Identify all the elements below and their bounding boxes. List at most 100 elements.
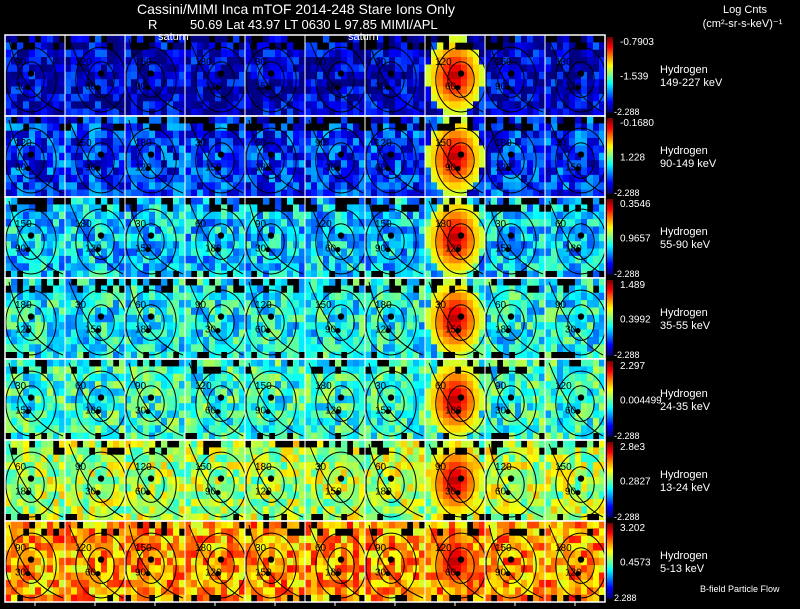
heatmap-cell (11, 292, 18, 301)
heatmap-cell (509, 116, 516, 124)
heatmap-cell (527, 351, 534, 360)
contour-line (125, 208, 177, 275)
heatmap-cell (599, 278, 606, 286)
heatmap-cell (311, 86, 318, 95)
field-line (68, 119, 124, 194)
heatmap-cell (587, 219, 594, 227)
heatmap-cell (377, 344, 384, 352)
heatmap-cell (479, 204, 486, 213)
heatmap-cell (101, 197, 108, 205)
contour-line (497, 61, 525, 98)
heatmap-cell (293, 130, 300, 139)
heatmap-cell (17, 138, 24, 146)
heatmap-cell (251, 381, 258, 389)
heatmap-cell (155, 189, 162, 198)
heatmap-cell (347, 314, 354, 323)
heatmap-cell (521, 101, 528, 109)
contour-label: 150 (135, 57, 152, 68)
heatmap-cell (533, 300, 540, 308)
heatmap-cell (347, 329, 354, 338)
heatmap-cell (557, 101, 564, 109)
heatmap-cell (599, 160, 606, 168)
heatmap-cell (311, 42, 318, 51)
planet-marker (335, 246, 341, 253)
heatmap-cell (185, 403, 192, 411)
heatmap-cell (593, 314, 600, 323)
heatmap-cell (575, 64, 582, 73)
heatmap-cell (431, 138, 438, 146)
heatmap-cell (71, 351, 78, 360)
heatmap-cell (545, 79, 552, 87)
colorbar-max-label: 0.3546 (620, 199, 651, 210)
heatmap-cell (569, 344, 576, 352)
colorbar-segment (607, 91, 613, 94)
heatmap-cell (581, 49, 588, 58)
heatmap-cell (23, 300, 30, 308)
heatmap-cell (503, 263, 510, 271)
heatmap-cell (53, 388, 60, 397)
heatmap-cell (407, 79, 414, 87)
colorbar-segment (607, 202, 613, 206)
heatmap-cell (125, 108, 132, 117)
heatmap-cell (581, 123, 588, 132)
heatmap-cell (497, 336, 504, 345)
heatmap-cell (533, 204, 540, 213)
heatmap-cell (287, 219, 294, 227)
colorbar-segment (607, 240, 613, 243)
heatmap-cell (497, 197, 504, 205)
heatmap-cell (503, 270, 510, 279)
heatmap-cell (191, 307, 198, 316)
heatmap-cell (287, 292, 294, 301)
heatmap-cell (581, 307, 588, 316)
heatmap-cell (29, 101, 36, 109)
heatmap-cell (461, 79, 468, 87)
heatmap-cell (215, 329, 222, 338)
heatmap-cell (41, 116, 48, 124)
heatmap-cell (377, 300, 384, 308)
heatmap-cell (323, 160, 330, 168)
heatmap-cell (11, 226, 18, 235)
heatmap-cell (281, 130, 288, 139)
heatmap-cell (119, 116, 126, 124)
heatmap-cell (89, 204, 96, 213)
heatmap-cell (83, 359, 90, 367)
heatmap-cell (71, 204, 78, 213)
heatmap-cell (407, 336, 414, 345)
heatmap-cell (53, 130, 60, 139)
heatmap-cell (149, 366, 156, 375)
heatmap-cell (239, 204, 246, 213)
heatmap-cell (71, 329, 78, 338)
heatmap-cell (377, 189, 384, 198)
heatmap-cell (239, 359, 246, 367)
heatmap-cell (47, 49, 54, 58)
heatmap-cell (179, 130, 186, 139)
heatmap-cell (233, 79, 240, 87)
heatmap-cell (257, 314, 264, 323)
planet-marker (457, 70, 465, 77)
heatmap-cell (569, 130, 576, 139)
heatmap-cell (167, 292, 174, 301)
heatmap-cell (47, 211, 54, 220)
heatmap-cell (401, 329, 408, 338)
heatmap-cell (233, 226, 240, 235)
heatmap-cell (35, 270, 42, 279)
heatmap-cell (401, 197, 408, 205)
heatmap-cell (407, 255, 414, 264)
heatmap-cell (347, 57, 354, 65)
heatmap-cell (581, 204, 588, 213)
heatmap-cell (377, 255, 384, 264)
contour-label: 30 (15, 82, 27, 93)
heatmap-cell (197, 395, 204, 404)
heatmap-cell (521, 248, 528, 257)
heatmap-cell (305, 145, 312, 154)
heatmap-cell (191, 300, 198, 308)
heatmap-cell (455, 49, 462, 58)
heatmap-cell (293, 167, 300, 176)
colorbar-segment (607, 291, 613, 294)
heatmap-cell (29, 307, 36, 316)
heatmap-cell (143, 197, 150, 205)
heatmap-cell (161, 300, 168, 308)
heatmap-cell (83, 93, 90, 102)
heatmap-cell (41, 292, 48, 301)
heatmap-cell (167, 79, 174, 87)
